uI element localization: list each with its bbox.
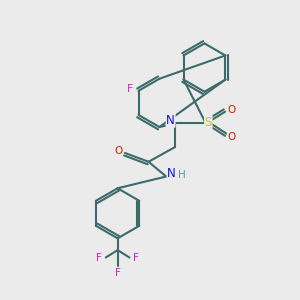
Text: S: S <box>205 116 212 128</box>
Text: O: O <box>114 146 123 157</box>
Text: F: F <box>96 253 102 263</box>
Text: N: N <box>166 114 175 127</box>
Text: F: F <box>127 84 134 94</box>
Text: O: O <box>227 132 236 142</box>
Text: N: N <box>167 167 176 180</box>
Text: F: F <box>115 268 121 278</box>
Text: F: F <box>133 253 139 263</box>
Text: H: H <box>178 170 185 180</box>
Text: O: O <box>227 105 236 115</box>
